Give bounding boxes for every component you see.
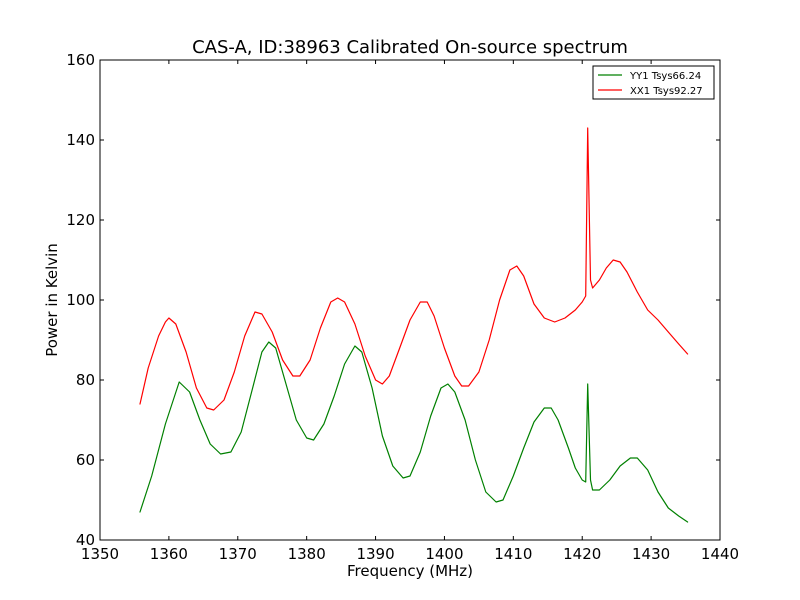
legend-box <box>592 65 715 100</box>
plot-area <box>139 127 689 523</box>
y-tick-label: 120 <box>66 211 95 229</box>
y-tick-label: 40 <box>76 531 95 549</box>
chart-title: CAS-A, ID:38963 Calibrated On-source spe… <box>192 37 628 58</box>
y-tick-label: 100 <box>66 291 95 309</box>
y-tick-label: 80 <box>76 371 95 389</box>
axis-ticks: 1350 1360 1370 1380 1390 1400 1410 1420 1430 1440… <box>66 51 739 563</box>
x-tick-label: 1370 <box>219 545 257 563</box>
y-tick-label: 140 <box>66 131 95 149</box>
y-tick-label: 160 <box>66 51 95 69</box>
x-tick-label: 1380 <box>288 545 326 563</box>
x-tick-label: 1400 <box>425 545 463 563</box>
y-axis-label: Power in Kelvin <box>43 243 61 357</box>
x-tick-label: 1440 <box>701 545 739 563</box>
x-tick-label: 1390 <box>356 545 394 563</box>
series-line-1 <box>139 127 689 411</box>
x-tick-label: 1360 <box>150 545 188 563</box>
x-axis-label: Frequency (MHz) <box>347 562 473 580</box>
x-tick-label: 1430 <box>632 545 670 563</box>
x-tick-label: 1420 <box>563 545 601 563</box>
x-tick-label: 1350 <box>81 545 119 563</box>
series-line-0 <box>139 341 689 523</box>
legend-label-0: YY1 Tsys66.24 <box>629 71 701 82</box>
y-tick-label: 60 <box>76 451 95 469</box>
x-tick-label: 1410 <box>494 545 532 563</box>
legend-label-1: XX1 Tsys92.27 <box>630 86 703 97</box>
legend: YY1 Tsys66.24 XX1 Tsys92.27 <box>592 65 715 100</box>
